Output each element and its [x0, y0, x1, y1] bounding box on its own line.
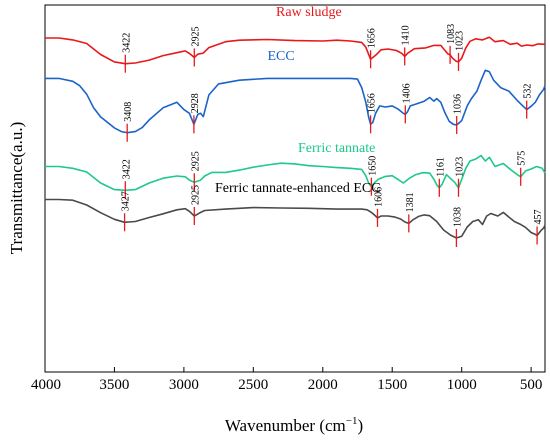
- series-line-ferric-tannate-enhanced-ecc: [45, 198, 546, 239]
- peak-label: 457: [533, 210, 544, 225]
- plot-frame: [44, 4, 546, 373]
- x-axis-ticks: 4000 3500 3000 2500 2000 1500 1000 500: [31, 367, 542, 393]
- y-axis-title: Transmittance(a.u.): [7, 122, 26, 255]
- peak-label: 575: [517, 151, 528, 166]
- x-tick-label: 500: [520, 377, 543, 393]
- series-layer: [45, 36, 546, 239]
- peak-label: 3408: [123, 102, 134, 122]
- x-axis-title-sup: −1: [346, 415, 358, 427]
- peak-label: 1036: [453, 94, 464, 114]
- peak-label: 3422: [121, 33, 132, 53]
- x-tick-label: 3000: [169, 377, 199, 393]
- peak-label: 1410: [401, 25, 412, 45]
- peak-label: 1023: [455, 157, 466, 177]
- peak-label: 532: [523, 84, 534, 99]
- series-label-ferric-tannate-enhanced-ecc: Ferric tannate-enhanced ECC: [215, 181, 381, 196]
- x-tick-label: 1000: [447, 377, 477, 393]
- peak-marker-layer: [123, 45, 538, 247]
- peak-label: 1038: [452, 207, 463, 227]
- peak-label: 2928: [190, 93, 201, 113]
- peak-label: 3422: [121, 159, 132, 179]
- x-tick-label: 4000: [31, 377, 61, 393]
- series-label-ecc: ECC: [267, 49, 294, 64]
- series-line-ferric-tannate: [45, 154, 546, 192]
- x-tick-label: 1500: [377, 377, 407, 393]
- peak-label: 1161: [435, 157, 446, 177]
- series-label-ferric-tannate: Ferric tannate: [298, 141, 375, 156]
- peak-label: 2925: [190, 27, 201, 47]
- peak-label: 1650: [367, 156, 378, 176]
- series-line-ecc: [45, 69, 546, 134]
- peak-label: 1083: [446, 24, 457, 44]
- x-tick-label: 2500: [238, 377, 268, 393]
- x-axis-title: Wavenumber (cm−1): [225, 415, 363, 435]
- peak-label: 2925: [190, 185, 201, 205]
- peak-label: 1656: [367, 28, 378, 48]
- series-line-raw-sludge: [45, 36, 546, 65]
- x-axis-title-main: Wavenumber (cm: [225, 416, 346, 435]
- peak-label: 2925: [190, 151, 201, 171]
- series-label-raw-sludge: Raw sludge: [276, 5, 342, 20]
- peak-label: 1023: [455, 31, 466, 51]
- peak-label: 1606: [374, 187, 385, 207]
- peak-label: 3427: [121, 191, 132, 211]
- peak-label: 1381: [405, 192, 416, 212]
- x-tick-label: 3500: [99, 377, 129, 393]
- peak-label: 1656: [367, 93, 378, 113]
- x-tick-label: 2000: [308, 377, 338, 393]
- x-axis-title-end: ): [357, 416, 363, 435]
- peak-label: 1406: [401, 83, 412, 103]
